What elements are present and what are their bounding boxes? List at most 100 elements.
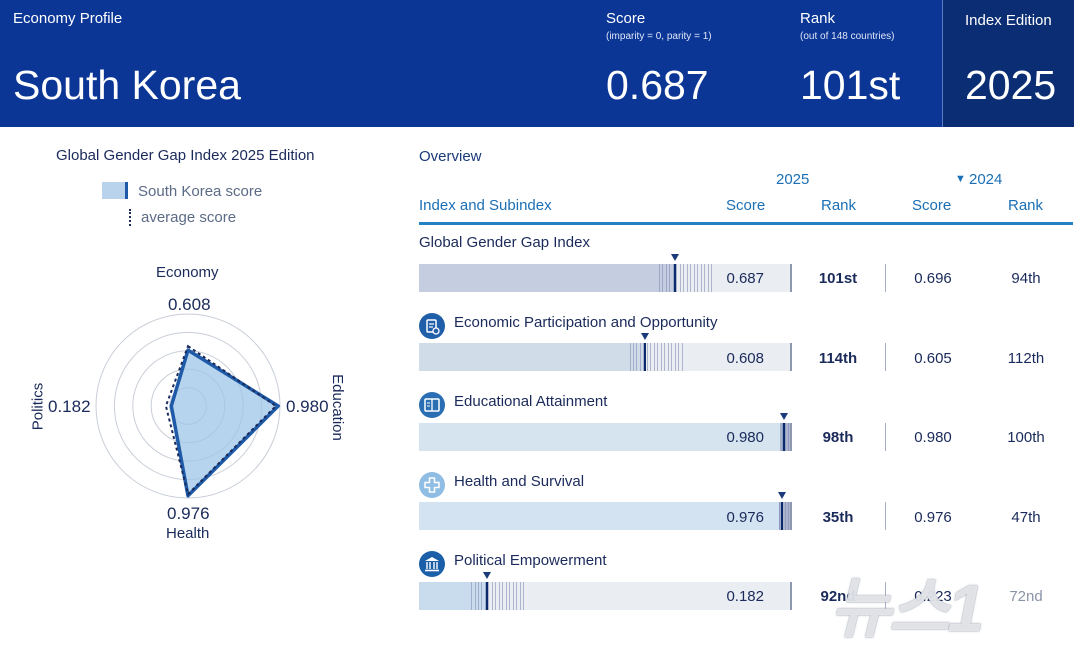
distribution-tick [780,423,781,451]
radar-average-polygon [164,344,278,497]
distribution-tick [788,502,789,530]
country-title: South Korea [13,62,241,108]
row-score-prev-health: 0.976 [914,509,952,526]
distribution-tick [782,423,783,451]
distribution-tick [495,582,496,610]
distribution-tick [630,343,631,371]
radar-axis-value-health: 0.976 [167,504,210,523]
distribution-tick [478,582,479,610]
distribution-tick [694,264,695,292]
distribution-tick [687,264,688,292]
distribution-tick [683,264,684,292]
distribution-tick [492,582,493,610]
row-rank-prev-politics: 72nd [1009,588,1043,605]
distribution-tick [668,343,669,371]
distribution-tick [785,502,786,530]
bar-end [790,502,792,530]
distribution-tick [789,423,790,451]
distribution-tick [654,343,655,371]
row-name-economy: Economic Participation and Opportunity [454,314,718,331]
row-score-economy: 0.608 [726,350,764,367]
row-rank-prev-health: 47th [1011,509,1041,526]
radar-axis-value-politics: 0.182 [48,397,91,416]
bar-fill [419,502,782,530]
bar-fill [419,423,784,451]
distribution-tick [523,582,524,610]
distribution-tick [673,264,674,292]
radar-axis-label-economy: Economy [156,264,219,281]
bar-fill [419,264,675,292]
distribution-tick [711,264,712,292]
edition-panel [942,0,1074,127]
bar-end [790,423,792,451]
row-rank-prev-economy: 112th [1007,350,1045,367]
score-marker [674,264,676,292]
col-header-score: Score [726,197,766,214]
distribution-tick [708,264,709,292]
distribution-tick [485,582,486,610]
score-marker-arrow-icon [641,333,649,340]
header-rank-value: 101st [800,62,901,108]
distribution-tick [516,582,517,610]
row-score-health: 0.976 [726,509,764,526]
row-rank-education: 98th [822,429,854,446]
bar-fill [419,582,487,610]
row-score-prev-education: 0.980 [914,429,952,446]
distribution-tick [784,502,785,530]
distribution-tick [690,264,691,292]
distribution-tick [669,264,670,292]
row-rank-health: 35th [822,509,854,526]
col-header-rank: Rank [821,197,857,214]
table-header-rule [419,222,1073,225]
row-rank-economy: 114th [818,350,858,367]
row-score-prev-gggi: 0.696 [914,270,952,287]
score-marker [781,502,783,530]
row-score-gggi: 0.687 [726,270,764,287]
legend-average-swatch [129,209,131,226]
divider [885,502,886,530]
score-bar-education [419,423,791,451]
radar-axis-value-education: 0.980 [286,397,329,416]
distribution-tick [661,343,662,371]
distribution-tick [502,582,503,610]
distribution-tick [680,264,681,292]
profile-label: Economy Profile [13,10,123,27]
distribution-tick [643,343,644,371]
distribution-tick [640,343,641,371]
bar-end [790,264,792,292]
bar-end [790,582,792,610]
distribution-tick [664,343,665,371]
distribution-tick [633,343,634,371]
politics-building-icon [419,551,445,577]
distribution-tick [636,343,637,371]
score-bar-health [419,502,791,530]
year-current: 2025 [776,171,810,188]
row-score-education: 0.980 [726,429,764,446]
radar-axis-label-education: Education [329,374,346,441]
distribution-tick [471,582,472,610]
radar-grid-ring [95,313,281,499]
header-score-value: 0.687 [606,62,709,108]
row-rank-gggi: 101st [818,270,858,287]
score-bar-politics [419,582,791,610]
edition-value: 2025 [965,62,1057,108]
distribution-tick [704,264,705,292]
distribution-tick [780,502,781,530]
score-bar-gggi [419,264,791,292]
bar-end [790,343,792,371]
edition-label: Index Edition [965,12,1052,29]
row-rank-prev-gggi: 94th [1011,270,1041,287]
score-note: (imparity = 0, parity = 1) [606,31,712,42]
row-rank-prev-education: 100th [1007,429,1045,446]
distribution-tick [657,343,658,371]
distribution-tick [475,582,476,610]
score-marker-arrow-icon [483,572,491,579]
radar-axis-value-economy: 0.608 [168,295,211,314]
distribution-tick [697,264,698,292]
divider [885,264,886,292]
distribution-tick [682,343,683,371]
distribution-tick [659,264,660,292]
distribution-tick [783,502,784,530]
rank-label: Rank [800,10,836,27]
row-score-prev-economy: 0.605 [914,350,952,367]
